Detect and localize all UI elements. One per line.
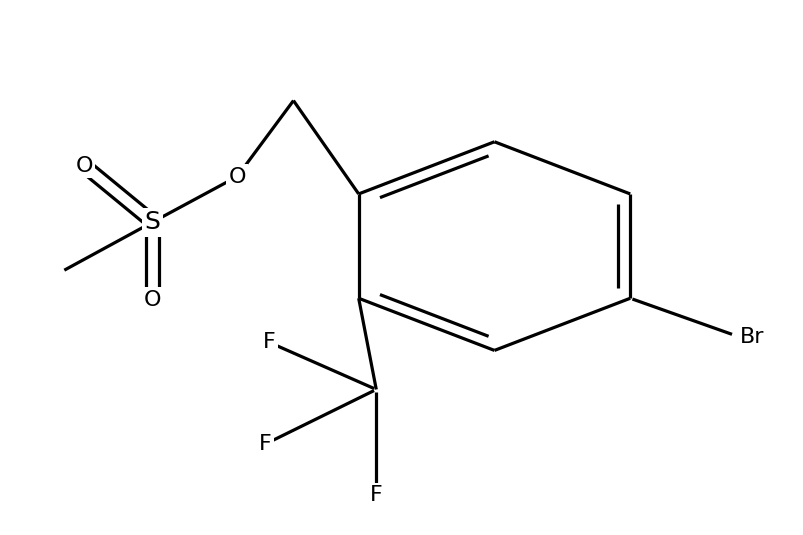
Text: F: F (263, 332, 275, 353)
Text: O: O (144, 289, 161, 310)
Text: O: O (75, 156, 93, 176)
Text: O: O (228, 166, 246, 187)
Text: F: F (369, 485, 382, 505)
Text: Br: Br (739, 327, 763, 347)
Text: F: F (259, 434, 271, 454)
Text: S: S (145, 210, 161, 234)
